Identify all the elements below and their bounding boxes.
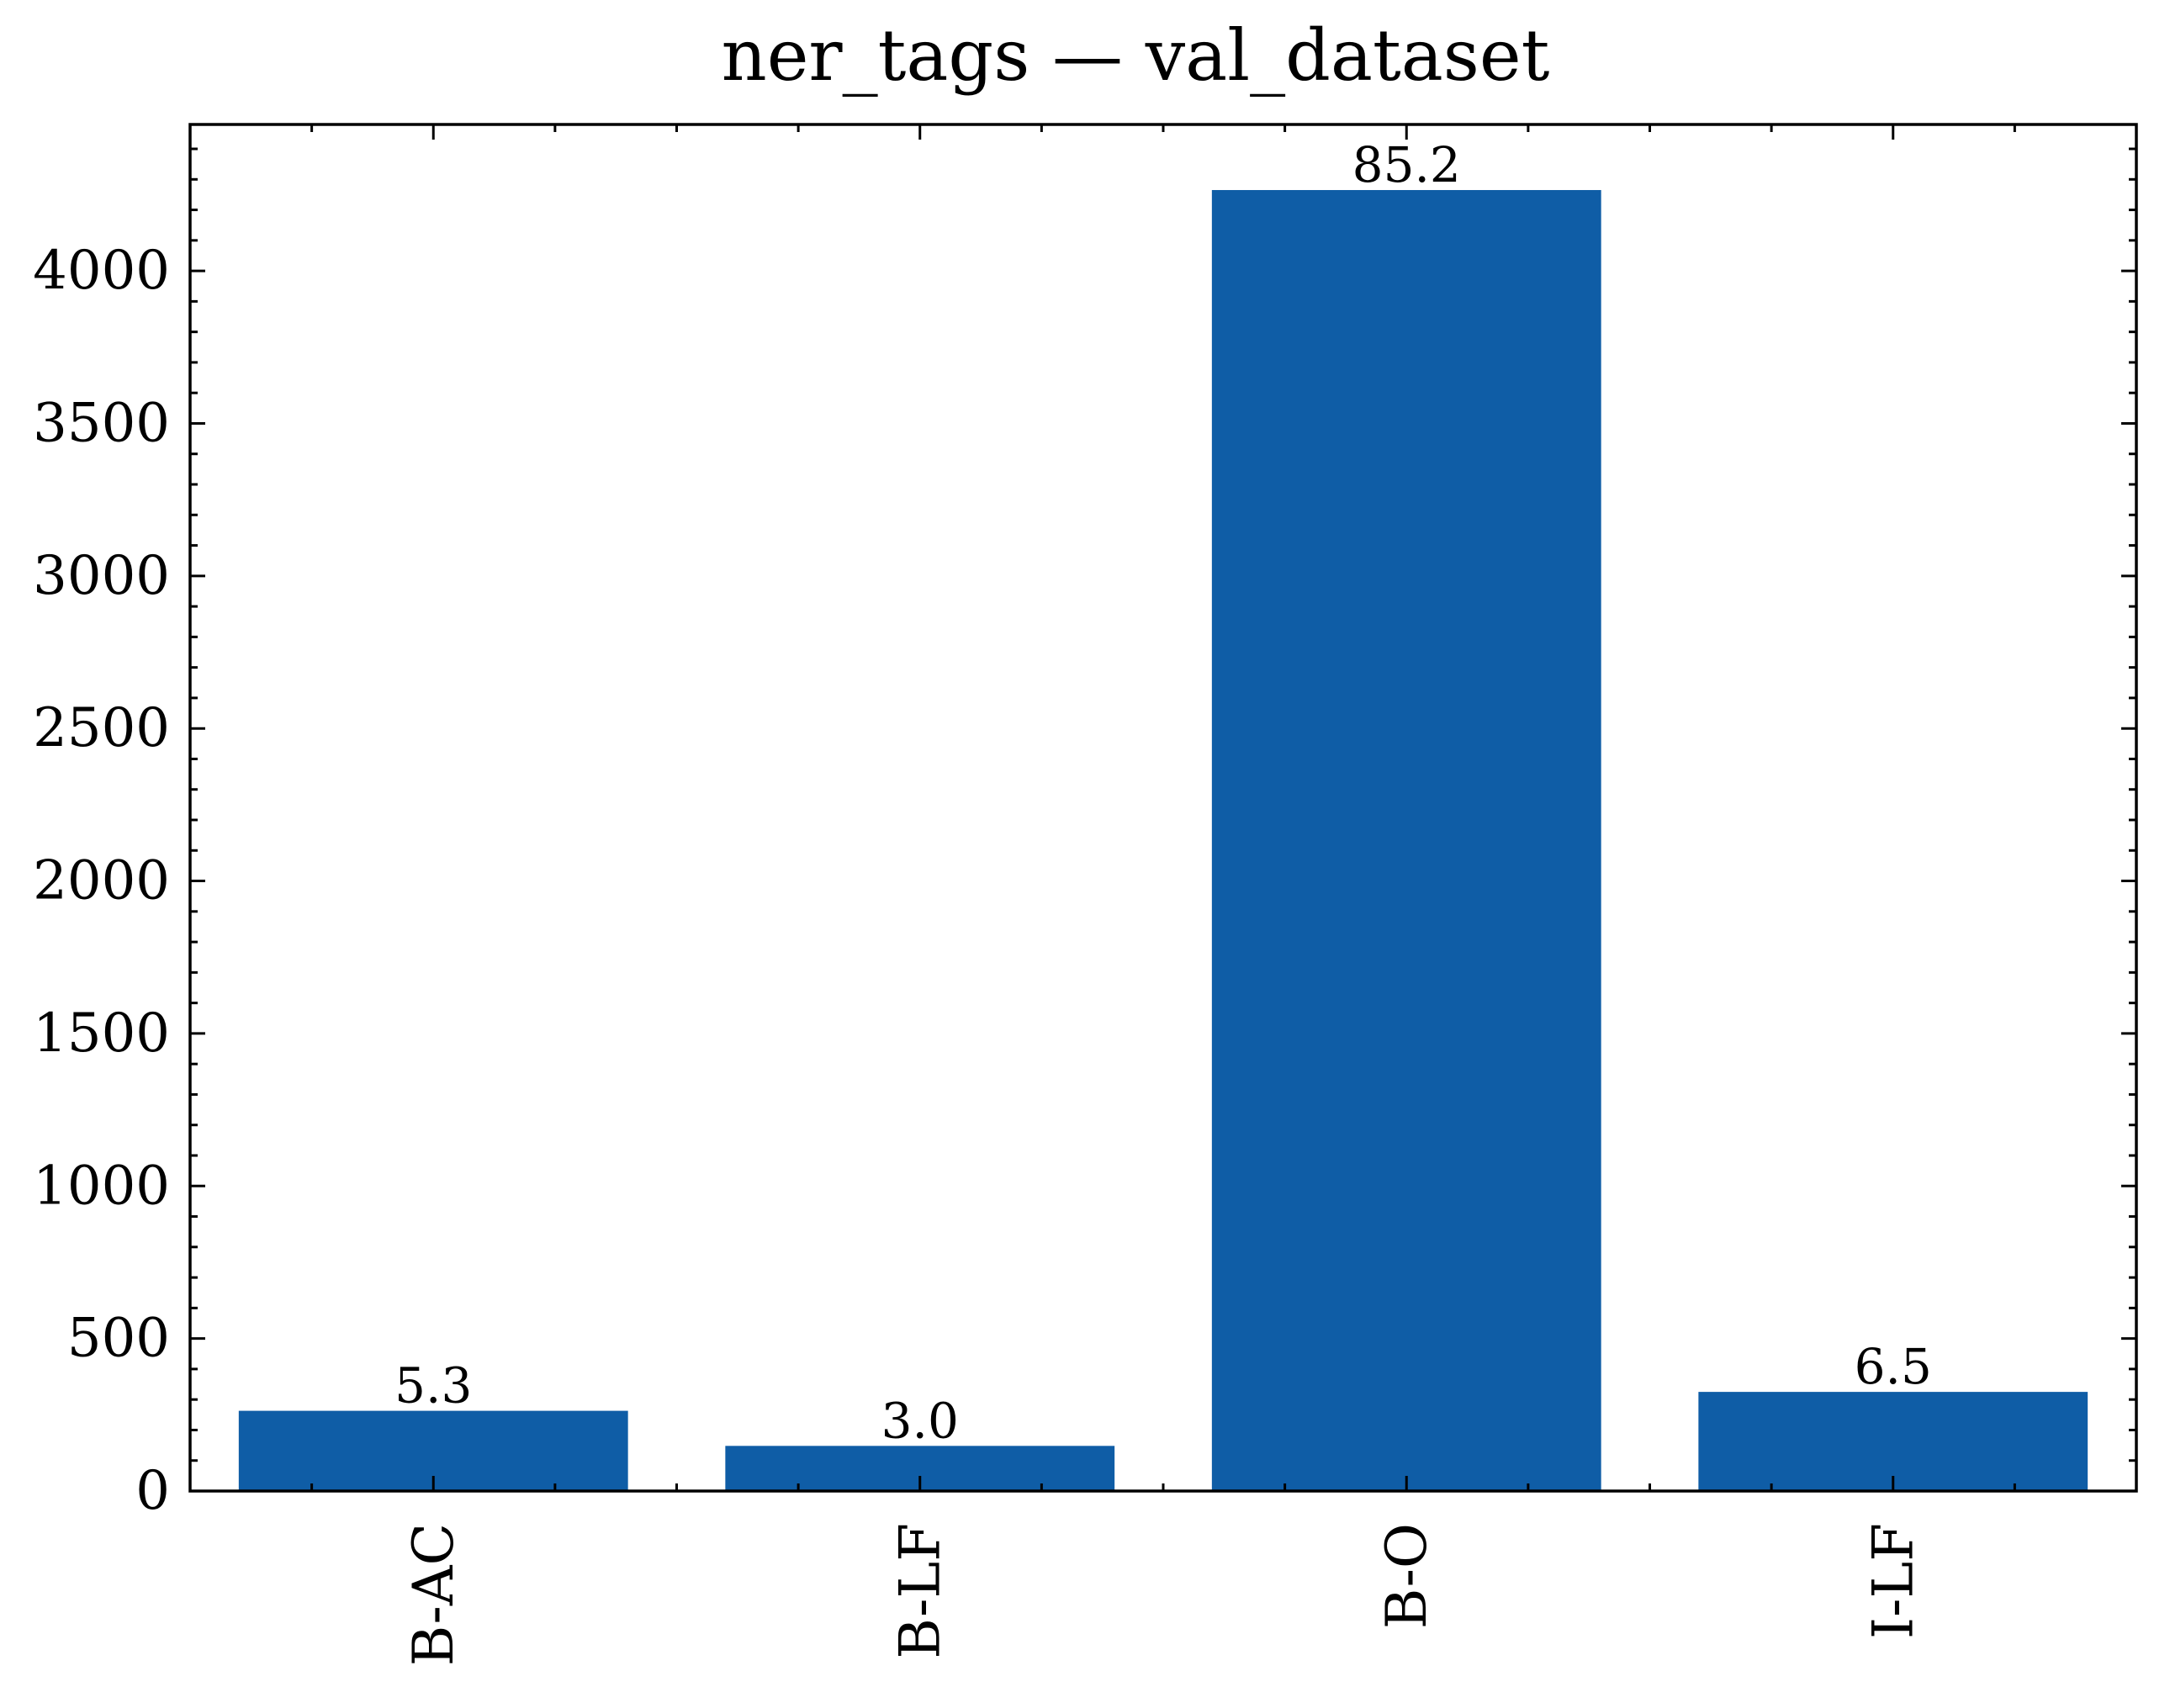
bar-i-lf <box>1698 1392 2088 1491</box>
x-tick-label-b-ac: B-AC <box>401 1523 466 1666</box>
bars-group <box>238 189 2088 1492</box>
x-tick-label-b-o: B-O <box>1374 1523 1439 1629</box>
data-label-b-o: 85.2 <box>1352 136 1461 193</box>
y-tick-labels: 0 500 1000 1500 2000 2500 3000 3500 4000 <box>33 240 170 1522</box>
data-label-b-ac: 5.3 <box>394 1357 472 1415</box>
x-tick-label-b-lf: B-LF <box>887 1523 952 1659</box>
plot-frame <box>188 123 2138 1493</box>
x-tick-labels: B-AC B-LF B-O I-LF <box>401 1523 1926 1666</box>
y-tick-label: 1500 <box>33 1002 170 1065</box>
data-label-i-lf: 6.5 <box>1855 1338 1932 1395</box>
y-tick-label: 2500 <box>33 697 170 759</box>
bar-data-labels: 5.3 3.0 85.2 6.5 <box>394 136 1932 1449</box>
y-tick-label: 2000 <box>33 850 170 912</box>
y-tick-label: 1000 <box>33 1155 170 1217</box>
data-label-b-lf: 3.0 <box>881 1392 959 1449</box>
chart-title: ner_tags — val_dataset <box>722 14 1550 97</box>
axis-ticks <box>190 124 2136 1493</box>
bar-b-o <box>1211 189 1601 1492</box>
y-tick-label: 3000 <box>33 545 170 607</box>
y-tick-label: 0 <box>135 1460 170 1522</box>
y-tick-label: 4000 <box>33 240 170 302</box>
y-tick-label: 3500 <box>33 392 170 454</box>
x-tick-label-i-lf: I-LF <box>1860 1523 1925 1639</box>
y-tick-label: 500 <box>67 1308 170 1370</box>
